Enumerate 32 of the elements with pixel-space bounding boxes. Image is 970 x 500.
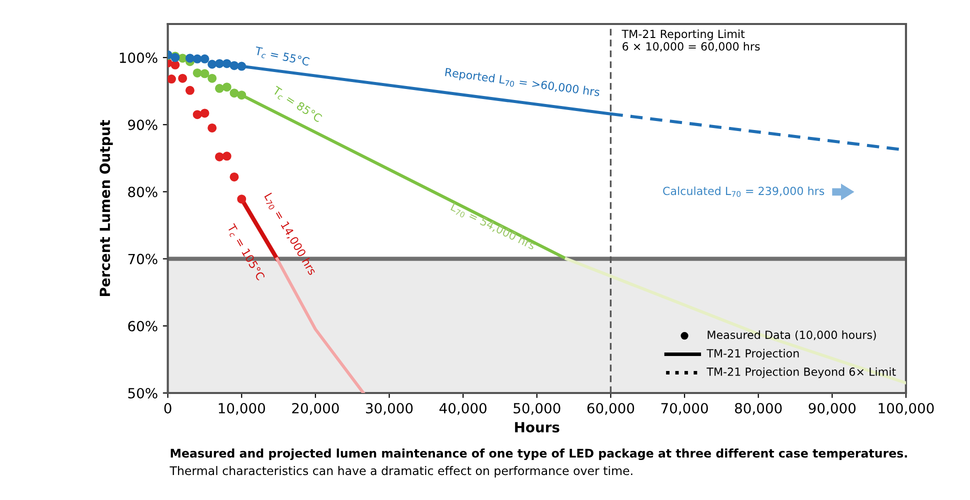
x-tick-label: 50,000 [514, 402, 560, 415]
y-tick-label: 100% [120, 52, 158, 64]
annotation: L$_{70}$ = 14,000 hrs [264, 192, 316, 276]
text: Measured and projected lumen maintenance of one type of LED package at three different case temperatures. [170, 448, 907, 460]
annotation: Measured Data (10,000 hours) [708, 330, 876, 340]
x-axis-title: Hours [515, 422, 560, 432]
x-tick-label: 90,000 [808, 402, 856, 415]
x-tick-label: 10,000 [218, 402, 266, 415]
annotation: Calculated L$_{70}$ = 239,000 hrs [663, 186, 824, 197]
annotation: L$_{70}$ = 54,000 hrs [450, 202, 536, 252]
x-tick-label: 0 [164, 402, 172, 414]
y-tick-label: 60% [128, 320, 158, 332]
annotation: TM-21 Projection [706, 348, 799, 360]
annotation: T$_{c}$ = 85°C [271, 86, 323, 124]
annotation: TM-21 Projection Beyond 6× Limit [706, 367, 896, 378]
x-tick-label: 70,000 [661, 402, 708, 415]
annotation: Reported L$_{70}$ = >60,000 hrs [444, 68, 600, 99]
y-tick-label: 80% [128, 186, 158, 198]
x-tick-label: 60,000 [587, 402, 634, 415]
y-tick-label: 70% [128, 254, 158, 264]
ref-line-label: TM-21 Reporting Limit 6 × 10,000 = 60,000 hrs [622, 30, 760, 52]
text: Thermal characteristics can have a dramatic effect on performance over time. [170, 466, 632, 478]
annotation: T$_{c}$ = 55°C [254, 46, 310, 68]
x-tick-label: 20,000 [292, 402, 339, 415]
x-tick-label: 40,000 [439, 402, 486, 415]
y-tick-label: 50% [128, 388, 158, 398]
annotation: T$_{c}$ = 105°C [225, 223, 266, 282]
x-tick-label: 80,000 [734, 402, 782, 415]
y-tick-label: 90% [128, 120, 158, 130]
y-axis-title: Percent Lumen Output [100, 120, 113, 296]
x-tick-label: 100,000 [878, 402, 934, 415]
x-tick-label: 30,000 [366, 402, 413, 415]
